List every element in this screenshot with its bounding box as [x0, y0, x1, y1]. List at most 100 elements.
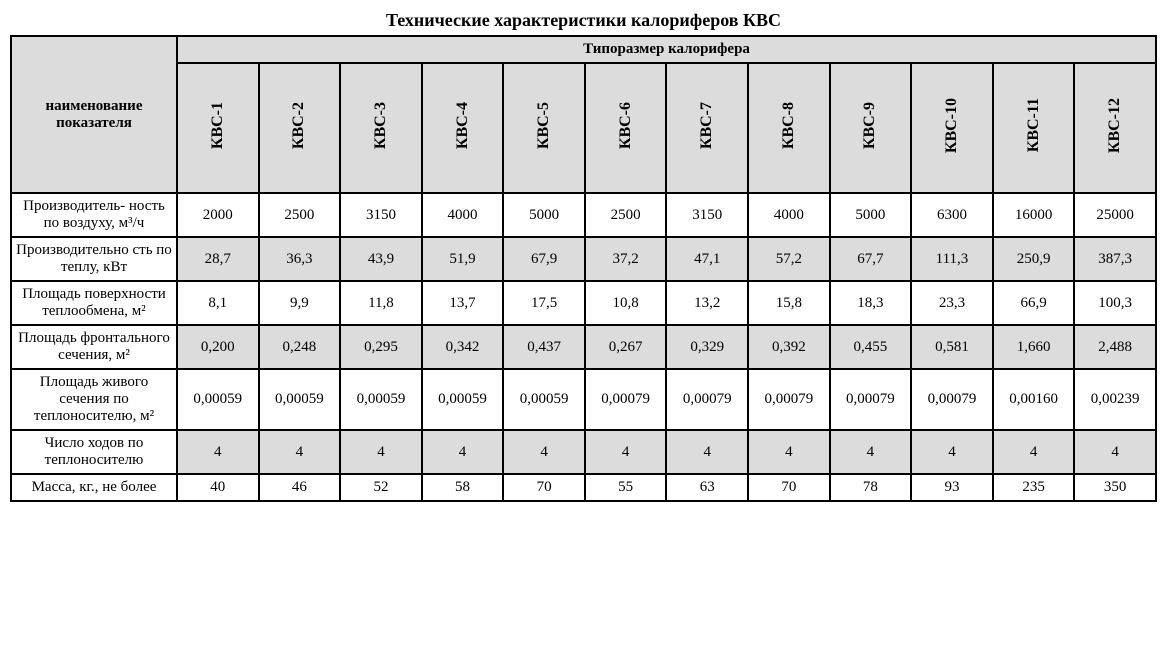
row-label: Площадь фронтального сечения, м²: [11, 325, 177, 369]
cell: 0,00059: [503, 369, 585, 430]
cell: 0,200: [177, 325, 259, 369]
cell: 58: [422, 474, 504, 501]
cell: 23,3: [911, 281, 993, 325]
row-label: Число ходов по теплоносителю: [11, 430, 177, 474]
cell: 0,267: [585, 325, 667, 369]
cell: 0,00059: [259, 369, 341, 430]
cell: 17,5: [503, 281, 585, 325]
table-head: наименование показателя Типоразмер калор…: [11, 36, 1156, 193]
cell: 4: [177, 430, 259, 474]
cell: 4: [911, 430, 993, 474]
table-row: Масса, кг., не более40465258705563707893…: [11, 474, 1156, 501]
cell: 0,00079: [585, 369, 667, 430]
column-header: КВС-2: [259, 63, 341, 193]
column-header-label: КВС-5: [536, 102, 552, 149]
table-row: Площадь живого сечения по теплоносителю,…: [11, 369, 1156, 430]
column-header: КВС-1: [177, 63, 259, 193]
cell: 111,3: [911, 237, 993, 281]
cell: 0,248: [259, 325, 341, 369]
cell: 93: [911, 474, 993, 501]
cell: 0,00059: [422, 369, 504, 430]
cell: 47,1: [666, 237, 748, 281]
column-header-label: КВС-6: [618, 102, 634, 149]
table-row: Производитель- ность по воздуху, м³/ч200…: [11, 193, 1156, 237]
cell: 37,2: [585, 237, 667, 281]
cell: 63: [666, 474, 748, 501]
cell: 0,00079: [666, 369, 748, 430]
column-header-label: КВС-4: [455, 102, 471, 149]
column-header-label: КВС-9: [862, 102, 878, 149]
cell: 28,7: [177, 237, 259, 281]
column-header: КВС-9: [830, 63, 912, 193]
cell: 4: [1074, 430, 1156, 474]
cell: 0,295: [340, 325, 422, 369]
cell: 250,9: [993, 237, 1075, 281]
cell: 4: [585, 430, 667, 474]
cell: 70: [748, 474, 830, 501]
cell: 70: [503, 474, 585, 501]
cell: 55: [585, 474, 667, 501]
cell: 10,8: [585, 281, 667, 325]
column-header-label: КВС-10: [944, 98, 960, 153]
cell: 4: [666, 430, 748, 474]
column-header-label: КВС-11: [1026, 98, 1042, 152]
cell: 4: [993, 430, 1075, 474]
row-label: Площадь поверхности теплообмена, м²: [11, 281, 177, 325]
group-header: Типоразмер калорифера: [177, 36, 1156, 63]
cell: 0,392: [748, 325, 830, 369]
cell: 3150: [340, 193, 422, 237]
cell: 4: [259, 430, 341, 474]
row-label: Производитель- ность по воздуху, м³/ч: [11, 193, 177, 237]
column-header-label: КВС-8: [781, 102, 797, 149]
table-row: Число ходов по теплоносителю444444444444: [11, 430, 1156, 474]
cell: 46: [259, 474, 341, 501]
cell: 4000: [422, 193, 504, 237]
column-header: КВС-5: [503, 63, 585, 193]
cell: 9,9: [259, 281, 341, 325]
cell: 0,00059: [340, 369, 422, 430]
cell: 387,3: [1074, 237, 1156, 281]
cell: 18,3: [830, 281, 912, 325]
row-label: Производительно сть по теплу, кВт: [11, 237, 177, 281]
cell: 235: [993, 474, 1075, 501]
column-header-label: КВС-2: [291, 102, 307, 149]
cell: 1,660: [993, 325, 1075, 369]
column-header: КВС-11: [993, 63, 1075, 193]
cell: 350: [1074, 474, 1156, 501]
column-header-label: КВС-7: [699, 102, 715, 149]
cell: 52: [340, 474, 422, 501]
cell: 0,00239: [1074, 369, 1156, 430]
cell: 2500: [585, 193, 667, 237]
cell: 5000: [830, 193, 912, 237]
cell: 15,8: [748, 281, 830, 325]
cell: 0,329: [666, 325, 748, 369]
row-label: Масса, кг., не более: [11, 474, 177, 501]
cell: 2500: [259, 193, 341, 237]
column-header: КВС-12: [1074, 63, 1156, 193]
cell: 100,3: [1074, 281, 1156, 325]
cell: 4: [830, 430, 912, 474]
column-header-row: КВС-1 КВС-2 КВС-3 КВС-4 КВС-5 КВС-6 КВС-7 КВС-8…: [11, 63, 1156, 193]
cell: 0,00079: [830, 369, 912, 430]
row-label-header: наименование показателя: [11, 36, 177, 193]
column-header: КВС-6: [585, 63, 667, 193]
cell: 40: [177, 474, 259, 501]
cell: 4: [422, 430, 504, 474]
cell: 57,2: [748, 237, 830, 281]
column-header: КВС-3: [340, 63, 422, 193]
table-body: Производитель- ность по воздуху, м³/ч200…: [11, 193, 1156, 501]
cell: 16000: [993, 193, 1075, 237]
cell: 67,9: [503, 237, 585, 281]
cell: 0,581: [911, 325, 993, 369]
cell: 66,9: [993, 281, 1075, 325]
column-header-label: КВС-3: [373, 102, 389, 149]
cell: 4: [503, 430, 585, 474]
cell: 51,9: [422, 237, 504, 281]
cell: 0,00079: [748, 369, 830, 430]
table-row: Площадь фронтального сечения, м²0,2000,2…: [11, 325, 1156, 369]
cell: 2,488: [1074, 325, 1156, 369]
cell: 13,7: [422, 281, 504, 325]
cell: 13,2: [666, 281, 748, 325]
cell: 0,00079: [911, 369, 993, 430]
cell: 0,00059: [177, 369, 259, 430]
